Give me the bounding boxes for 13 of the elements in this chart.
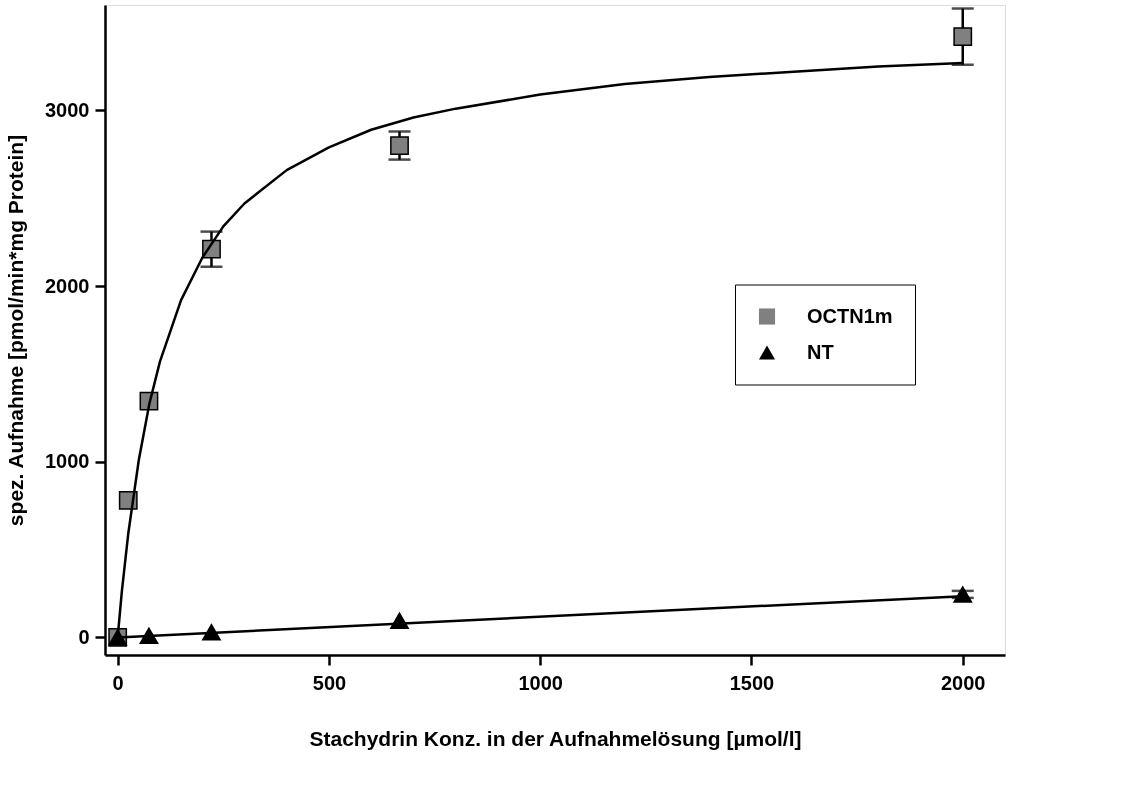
x-tick-label: 1000 <box>518 671 563 694</box>
x-axis-title: Stachydrin Konz. in der Aufnahmelösung [µmol/l] <box>309 726 802 750</box>
x-tick-label: 500 <box>312 671 347 694</box>
y-tick-label: 3000 <box>45 98 90 121</box>
legend-label: OCTN1m <box>807 304 893 327</box>
y-tick-label: 0 <box>78 625 90 648</box>
x-tick-label: 2000 <box>941 671 986 694</box>
x-tick-label: 0 <box>112 671 124 694</box>
y-tick-label: 1000 <box>45 450 90 473</box>
y-axis-title: spez. Aufnahme [pmol/min*mg Protein] <box>4 134 28 527</box>
legend-label: NT <box>807 340 834 363</box>
x-tick-label: 1500 <box>729 671 775 694</box>
y-tick-label: 2000 <box>45 274 90 297</box>
